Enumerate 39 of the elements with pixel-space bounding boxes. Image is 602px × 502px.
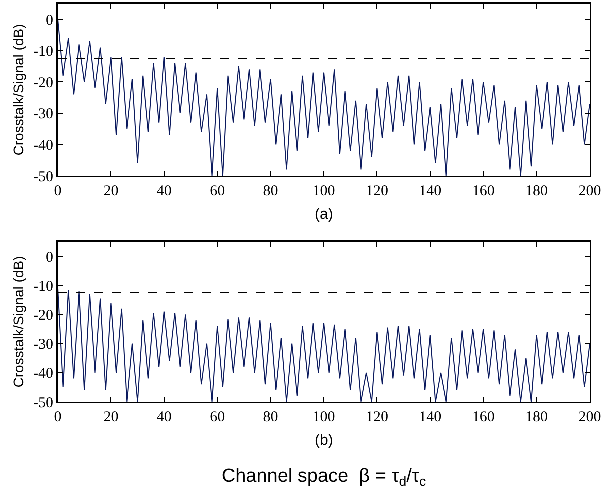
x-tick-label: 180 [526,410,548,426]
y-tick-label: -20 [34,75,54,92]
y-tick-label: -50 [34,169,54,186]
x-tick-label: 120 [366,184,388,200]
x-tick-label: 60 [210,410,226,426]
line-series [58,288,590,402]
x-tick-label: 80 [263,184,278,200]
y-tick-label: -40 [34,138,54,154]
x-tick-label: 200 [578,184,602,200]
x-tick-label: 140 [419,410,442,426]
y-tick-label: -40 [34,366,54,382]
x-tick-label: 20 [104,410,119,426]
y-tick-label: -30 [34,106,54,123]
x-tick-label: 160 [472,184,495,200]
y-tick-label: -20 [34,308,54,324]
y-axis-title: Crosstalk/Signal (dB) [10,256,26,388]
x-tick-label: 120 [366,410,388,426]
line-series [58,19,590,176]
y-tick-label: -10 [34,278,54,295]
x-tick-label: 20 [104,184,119,200]
x-tick-label: 40 [156,184,172,200]
x-tick-label: 40 [156,410,172,426]
x-tick-label: 100 [312,184,336,200]
x-axis-title: Channel space β = τ$_{d}$/τ$_{c}$ [222,466,426,490]
x-tick-label: 60 [210,184,226,200]
x-tick-label: 80 [263,410,278,426]
x-tick-label: 200 [578,410,602,426]
x-tick-label: 100 [312,410,336,426]
x-tick-label: 180 [526,184,548,200]
y-tick-label: -30 [34,337,54,354]
y-tick-label: 0 [46,250,54,266]
x-tick-label: 160 [472,410,495,426]
text: (a) [315,206,334,223]
y-axis-title: Crosstalk/Signal (dB) [10,24,26,156]
y-tick-label: -10 [34,44,54,60]
x-tick-label: 140 [419,184,442,200]
text: (b) [315,432,334,449]
y-tick-label: -50 [34,395,54,412]
y-tick-label: 0 [46,12,54,29]
